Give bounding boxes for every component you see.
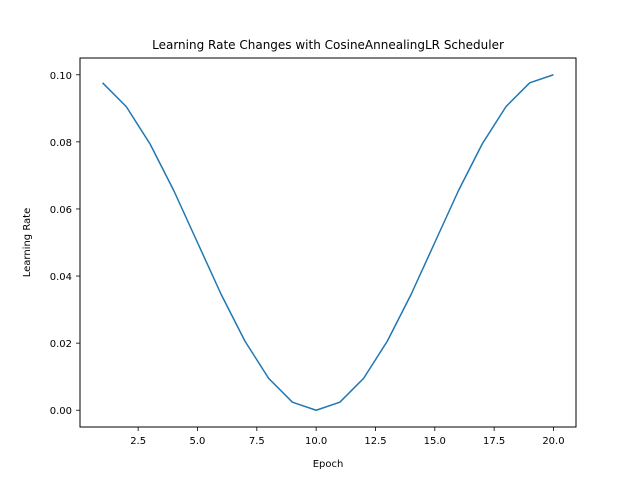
y-tick-label: 0.10 (50, 71, 72, 82)
series-line (102, 74, 554, 411)
x-tick-label: 20.0 (542, 436, 564, 447)
x-tick-label: 15.0 (424, 436, 446, 447)
y-tick-label: 0.06 (50, 205, 72, 216)
x-axis-ticks: 2.5 5.0 7.5 10.0 12.5 15.0 17.5 20.0 (130, 427, 565, 447)
x-tick-label: 12.5 (364, 436, 386, 447)
y-tick-label: 0.02 (50, 339, 72, 350)
y-axis-label: Learning Rate (22, 208, 33, 278)
x-tick-label: 5.0 (190, 436, 206, 447)
x-tick-label: 2.5 (130, 436, 146, 447)
x-tick-label: 10.0 (305, 436, 327, 447)
x-tick-label: 7.5 (249, 436, 265, 447)
y-axis-ticks: 0.00 0.02 0.04 0.06 0.08 0.10 (50, 71, 80, 417)
plot-area (102, 74, 554, 411)
axes-frame (79, 57, 577, 428)
chart-title: Learning Rate Changes with CosineAnneali… (152, 38, 504, 52)
y-tick-label: 0.08 (50, 138, 72, 149)
y-tick-label: 0.04 (50, 272, 72, 283)
x-tick-label: 17.5 (483, 436, 505, 447)
y-tick-label: 0.00 (50, 406, 72, 417)
x-axis-label: Epoch (313, 459, 344, 470)
